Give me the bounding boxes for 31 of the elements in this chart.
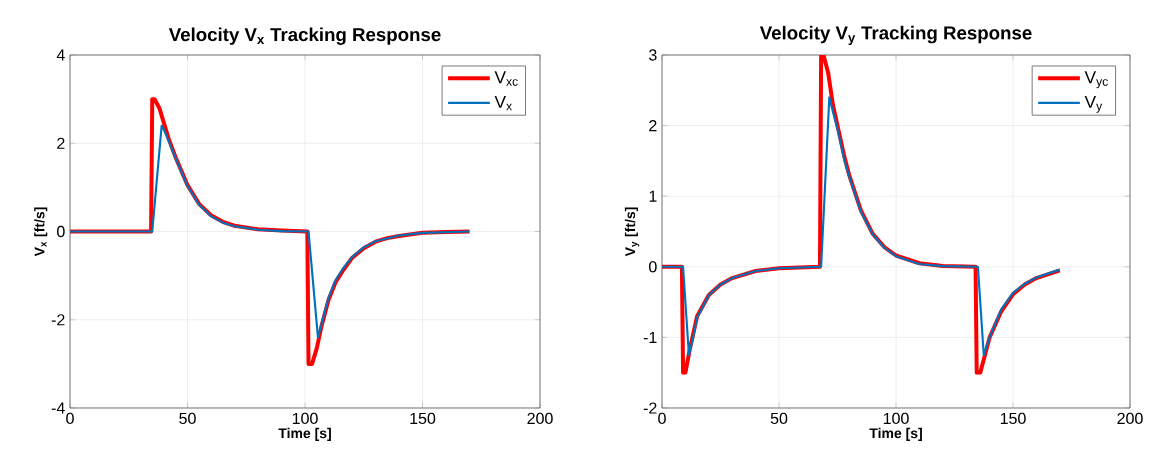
x-tick-label: 50: [179, 412, 196, 425]
x-tick-label: 200: [1117, 412, 1143, 425]
y-tick-label: -2: [643, 402, 657, 414]
x-tick-label: 150: [410, 412, 436, 425]
x-tick-label: 100: [292, 412, 318, 425]
legend-label: V$_{x}$: [494, 95, 512, 111]
legend-label: V$_{yc}$: [1084, 71, 1108, 89]
y-tick-label: 4: [56, 49, 65, 61]
y-tick-label: 3: [649, 49, 657, 61]
x-axis-title: Time [s]: [278, 427, 331, 441]
y-tick-label: 1: [649, 190, 657, 202]
y-tick-label: -4: [51, 402, 65, 414]
y-axis-title: V$_{y}$ [ft/s]: [624, 207, 640, 257]
y-tick-label: 0: [57, 225, 65, 238]
y-axis-title: V$_{x}$ [ft/s]: [34, 207, 48, 257]
x-axis-title: Time [s]: [869, 427, 922, 441]
x-tick-label: 0: [658, 412, 666, 425]
chart-title: Velocity V$_{y}$ Tracking Response: [759, 25, 1032, 45]
y-tick-label: 0: [649, 261, 657, 273]
y-tick-label: -1: [643, 331, 657, 343]
x-tick-label: 100: [883, 412, 909, 425]
y-tick-label: 2: [57, 137, 65, 149]
chart-title: Velocity V$_{x}$ Tracking Response: [168, 27, 441, 45]
legend-label: V$_{xc}$: [494, 71, 518, 86]
y-tick-label: -2: [51, 314, 65, 326]
x-tick-label: 150: [1000, 412, 1026, 425]
x-tick-label: 50: [770, 412, 788, 425]
legend-label: V$_{y}$: [1084, 95, 1103, 113]
y-tick-label: 2: [649, 120, 657, 132]
x-tick-label: 200: [527, 412, 553, 425]
x-tick-label: 0: [66, 412, 74, 425]
